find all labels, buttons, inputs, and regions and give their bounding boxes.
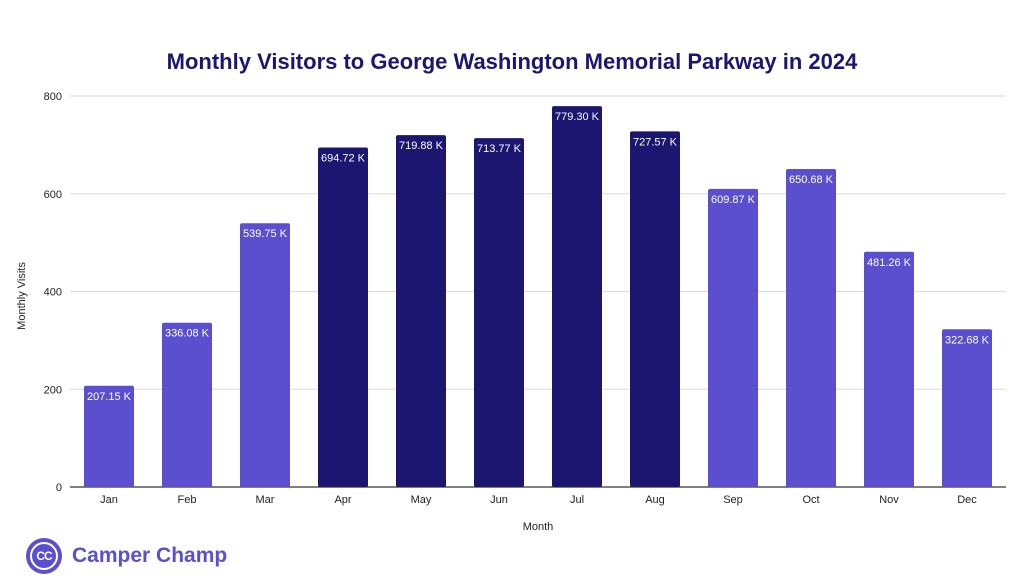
y-tick-label: 200 (44, 384, 62, 396)
x-tick-label-aug: Aug (645, 494, 665, 506)
data-label-sep: 609.87 K (711, 194, 756, 206)
bar-dec (942, 329, 992, 487)
y-axis-ticks: 0 200 400 600 800 (44, 91, 62, 494)
brand: CC Camper Champ (26, 536, 227, 576)
data-label-jul: 779.30 K (555, 111, 600, 123)
x-tick-label-may: May (411, 494, 432, 506)
data-label-jun: 713.77 K (477, 143, 522, 155)
x-tick-label-jun: Jun (490, 494, 508, 506)
bar-may (396, 135, 446, 488)
data-labels: 207.15 K 336.08 K 539.75 K 694.72 K 719.88 K… (87, 111, 990, 403)
brand-logo-icon: CC (26, 538, 62, 574)
x-tick-label-sep: Sep (723, 494, 743, 506)
data-label-apr: 694.72 K (321, 152, 366, 164)
y-tick-label: 400 (44, 287, 62, 299)
bar-aug (630, 131, 680, 488)
x-tick-label-jul: Jul (570, 494, 584, 506)
x-tick-label-dec: Dec (957, 494, 977, 506)
y-axis-label: Monthly Visits (16, 262, 28, 330)
x-axis-label: Month (523, 521, 554, 533)
bars (84, 106, 992, 488)
bar-jun (474, 138, 524, 488)
bar-apr (318, 147, 368, 487)
bar-oct (786, 168, 836, 487)
bar-jul (552, 106, 602, 487)
data-label-nov: 481.26 K (867, 257, 912, 269)
bar-mar (240, 223, 290, 487)
x-tick-label-mar: Mar (256, 494, 275, 506)
data-label-jan: 207.15 K (87, 391, 132, 403)
y-tick-label: 800 (44, 91, 62, 103)
brand-logo-text: CC (30, 542, 58, 570)
data-label-aug: 727.57 K (633, 136, 678, 148)
data-label-mar: 539.75 K (243, 228, 288, 240)
y-tick-label: 600 (44, 189, 62, 201)
data-label-feb: 336.08 K (165, 328, 210, 340)
bar-jan (84, 385, 134, 487)
x-tick-label-feb: Feb (178, 494, 197, 506)
grid-lines (70, 95, 1006, 488)
brand-name: Camper Champ (72, 544, 228, 567)
x-tick-label-nov: Nov (879, 494, 899, 506)
data-label-dec: 322.68 K (945, 334, 990, 346)
data-label-oct: 650.68 K (789, 174, 834, 186)
y-tick-label: 0 (56, 482, 62, 494)
x-tick-label-jan: Jan (100, 494, 118, 506)
bar-sep (708, 188, 758, 488)
x-tick-label-apr: Apr (334, 494, 351, 506)
bar-feb (162, 322, 212, 487)
x-tick-label-oct: Oct (802, 494, 819, 506)
bar-nov (864, 251, 914, 487)
x-axis-ticks: Jan Feb Mar Apr May Jun Jul Aug Sep Oct Nov Dec (100, 494, 977, 506)
chart-title: Monthly Visitors to George Washington Me… (167, 49, 858, 74)
data-label-may: 719.88 K (399, 140, 444, 152)
